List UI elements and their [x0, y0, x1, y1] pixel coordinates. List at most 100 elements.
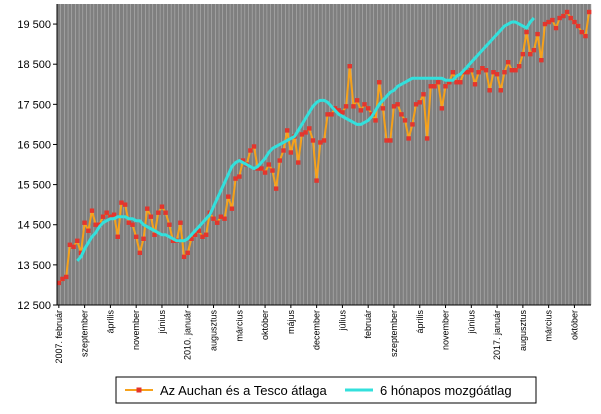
data-point	[111, 212, 117, 217]
data-point	[417, 100, 422, 105]
data-point	[435, 80, 441, 85]
data-point	[447, 80, 452, 85]
data-point	[413, 102, 419, 107]
x-tick-label: 2010. január	[183, 310, 193, 360]
data-point	[564, 9, 570, 15]
data-point	[181, 254, 187, 260]
data-point	[354, 98, 360, 103]
data-point	[82, 220, 87, 225]
data-point	[579, 29, 584, 35]
data-point	[251, 144, 257, 149]
data-point	[351, 104, 356, 109]
data-point	[248, 148, 253, 153]
x-tick-label: március	[544, 310, 554, 342]
y-tick-label: 19 500	[17, 19, 51, 31]
data-point	[494, 72, 500, 77]
data-point	[469, 68, 474, 73]
data-point	[498, 88, 503, 93]
data-point	[148, 214, 154, 219]
data-point	[93, 222, 98, 227]
data-point	[75, 238, 80, 243]
data-point	[170, 238, 176, 243]
data-point	[215, 220, 220, 225]
data-point	[531, 47, 537, 53]
data-point	[104, 210, 109, 215]
x-tick-label: augusztus	[209, 310, 219, 352]
y-tick-label: 16 500	[17, 139, 51, 151]
data-point	[122, 202, 128, 207]
data-point	[185, 250, 190, 256]
data-point	[528, 51, 533, 57]
data-point	[310, 138, 316, 143]
data-point	[259, 166, 264, 171]
data-point	[406, 136, 411, 141]
x-tick-label: szeptember	[80, 310, 90, 357]
x-tick-label: október	[569, 310, 579, 340]
data-point	[520, 51, 526, 57]
data-point	[126, 220, 132, 225]
data-point	[513, 68, 518, 73]
data-point	[71, 244, 76, 250]
data-point	[524, 29, 529, 35]
data-point	[395, 102, 400, 107]
data-point	[325, 112, 330, 117]
data-point	[152, 232, 157, 237]
data-point	[100, 214, 106, 219]
x-axis: 2007. február szeptember április november jú…	[54, 304, 591, 364]
data-point	[491, 70, 496, 75]
data-point	[487, 88, 492, 93]
x-tick-label: július	[337, 310, 347, 332]
legend-label-avg: Az Auchan és a Tesco átlaga	[160, 383, 327, 398]
data-point	[483, 68, 489, 73]
data-point	[380, 106, 386, 111]
data-point	[539, 57, 544, 63]
data-point	[226, 194, 231, 199]
data-point	[329, 112, 334, 117]
data-point	[115, 234, 120, 239]
y-tick-label: 17 500	[17, 99, 51, 111]
y-tick-label: 15 500	[17, 180, 51, 192]
y-tick-label: 12 500	[17, 300, 51, 312]
data-point	[439, 106, 445, 111]
data-point	[336, 108, 341, 113]
y-tick-label: 18 500	[17, 59, 51, 71]
data-point	[273, 186, 279, 191]
data-point	[586, 9, 592, 15]
data-point	[391, 104, 397, 109]
data-point	[535, 31, 540, 37]
data-point	[399, 112, 404, 117]
data-point	[108, 214, 113, 219]
y-tick-label: 13 500	[17, 260, 51, 272]
data-point	[89, 208, 95, 213]
data-point	[340, 110, 345, 115]
data-point	[78, 250, 84, 256]
data-point	[288, 150, 294, 155]
data-point	[262, 170, 268, 175]
data-point	[432, 84, 437, 89]
data-point	[373, 118, 378, 123]
data-point	[192, 232, 198, 237]
data-point	[362, 102, 367, 107]
data-point	[178, 220, 183, 225]
data-point	[218, 214, 224, 219]
data-point	[196, 228, 201, 233]
data-point	[229, 206, 235, 211]
data-point	[454, 80, 459, 85]
data-point	[561, 13, 566, 19]
data-point	[550, 17, 555, 23]
data-point	[572, 19, 577, 25]
data-point	[67, 242, 73, 247]
data-point	[546, 19, 551, 25]
data-point	[64, 274, 69, 280]
x-tick-label: március	[234, 310, 244, 342]
data-point	[516, 64, 522, 69]
x-tick-label: június	[157, 310, 167, 335]
y-tick-label: 14 500	[17, 220, 51, 232]
data-point	[296, 160, 301, 165]
data-point	[141, 236, 146, 241]
data-point	[450, 70, 456, 75]
series-auchan-tesco	[56, 9, 592, 286]
data-point	[443, 84, 448, 89]
data-point	[303, 130, 308, 135]
data-point	[281, 148, 286, 153]
